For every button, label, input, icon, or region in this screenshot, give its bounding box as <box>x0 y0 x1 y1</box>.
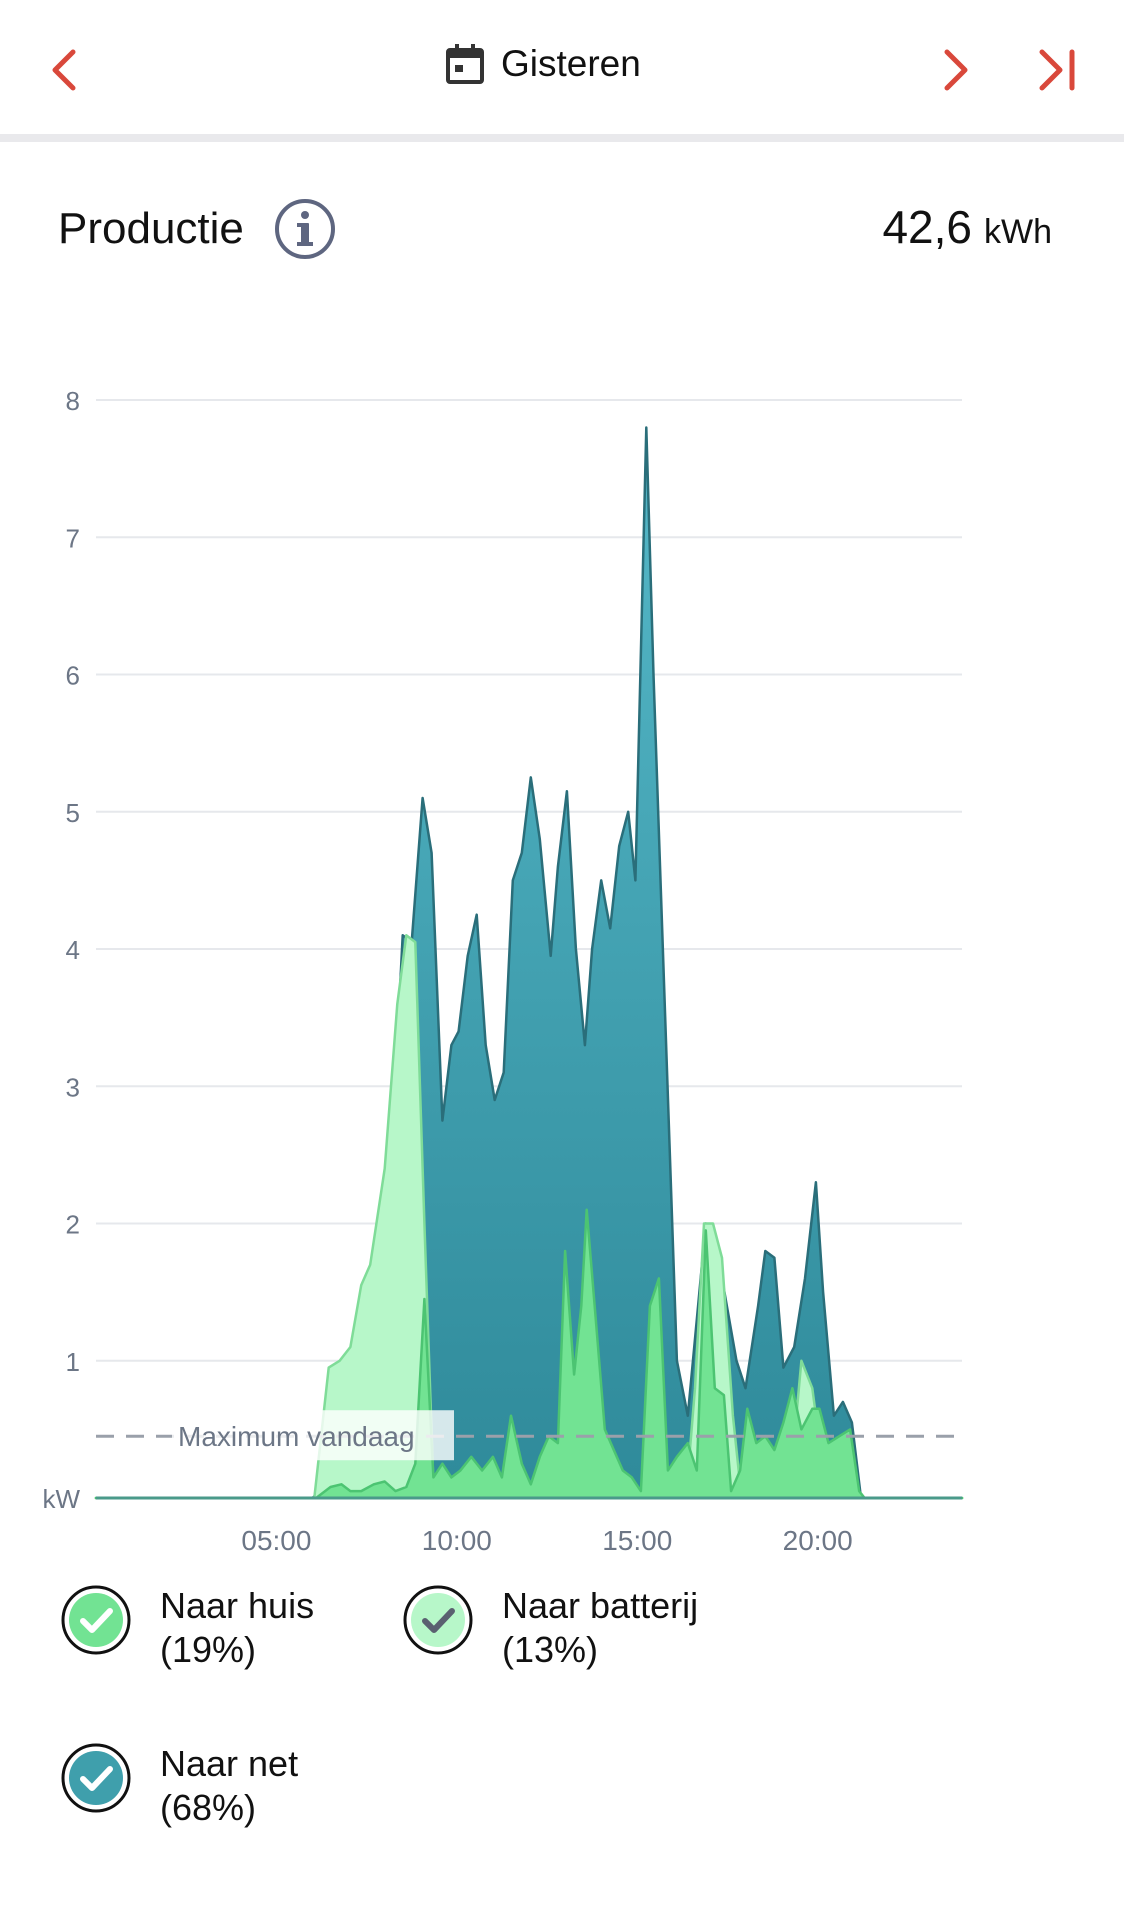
production-chart: Maximum vandaag 8 7 6 5 4 3 2 1 kW 05:00 10:00 15:0… <box>42 386 964 1556</box>
legend-swatch-naar-huis <box>69 1593 123 1647</box>
y-tick-label: 8 <box>66 386 80 416</box>
info-icon[interactable] <box>274 198 336 260</box>
check-circle-icon <box>403 1585 473 1655</box>
top-bar: Gisteren <box>0 0 1124 134</box>
reference-label-bg <box>172 1410 454 1461</box>
header-divider <box>0 134 1124 142</box>
legend-item-naar-net[interactable]: Naar net (68%) <box>60 1742 298 1830</box>
date-selector[interactable]: Gisteren <box>445 34 641 94</box>
section-header: Productie <box>58 196 336 262</box>
y-tick-label: 5 <box>66 798 80 828</box>
y-tick-label: 3 <box>66 1072 80 1102</box>
legend-percent: (19%) <box>160 1629 257 1670</box>
chart-axes: 8 7 6 5 4 3 2 1 kW 05:00 10:00 15:00 20:00 <box>42 386 962 1556</box>
y-tick-label: 4 <box>66 935 80 965</box>
legend-percent: (13%) <box>502 1629 599 1670</box>
legend-label: Naar huis <box>160 1585 315 1626</box>
skip-to-end-icon <box>1039 49 1075 91</box>
x-tick-label: 05:00 <box>241 1525 311 1556</box>
calendar-icon <box>446 44 484 84</box>
legend-label: Naar net <box>160 1743 299 1784</box>
legend-percent: (68%) <box>160 1787 257 1828</box>
y-tick-label: 6 <box>66 661 80 691</box>
x-tick-label: 15:00 <box>602 1525 672 1556</box>
legend-swatch-naar-batterij <box>411 1593 465 1647</box>
check-circle-icon <box>61 1585 131 1655</box>
date-label: Gisteren <box>501 43 641 84</box>
reference-line-group: Maximum vandaag <box>96 1410 962 1461</box>
x-tick-label: 20:00 <box>783 1525 853 1556</box>
section-title: Productie <box>58 204 244 253</box>
total-value: 42,6 <box>882 201 972 253</box>
previous-day-button[interactable] <box>26 32 102 108</box>
total-production: 42,6 kWh <box>882 200 1052 254</box>
y-tick-label: 1 <box>66 1347 80 1377</box>
legend-label: Naar batterij <box>502 1585 699 1626</box>
legend-item-naar-huis[interactable]: Naar huis (19%) <box>60 1584 314 1672</box>
y-tick-label: 7 <box>66 523 80 553</box>
reference-line-label: Maximum vandaag <box>178 1421 415 1452</box>
next-day-button[interactable] <box>918 32 994 108</box>
chevron-left-icon <box>52 49 76 91</box>
y-axis-unit: kW <box>42 1484 80 1514</box>
chevron-right-icon <box>944 49 968 91</box>
legend-swatch-naar-net <box>69 1751 123 1805</box>
y-tick-label: 2 <box>66 1210 80 1240</box>
legend-item-naar-batterij[interactable]: Naar batterij (13%) <box>402 1584 698 1672</box>
series-area-naar-net <box>94 426 964 1500</box>
x-tick-label: 10:00 <box>422 1525 492 1556</box>
series-area-naar-huis <box>94 1208 964 1500</box>
check-circle-icon <box>61 1743 131 1813</box>
total-unit: kWh <box>984 213 1052 251</box>
chart-series <box>94 426 964 1500</box>
jump-to-latest-button[interactable] <box>1020 32 1096 108</box>
